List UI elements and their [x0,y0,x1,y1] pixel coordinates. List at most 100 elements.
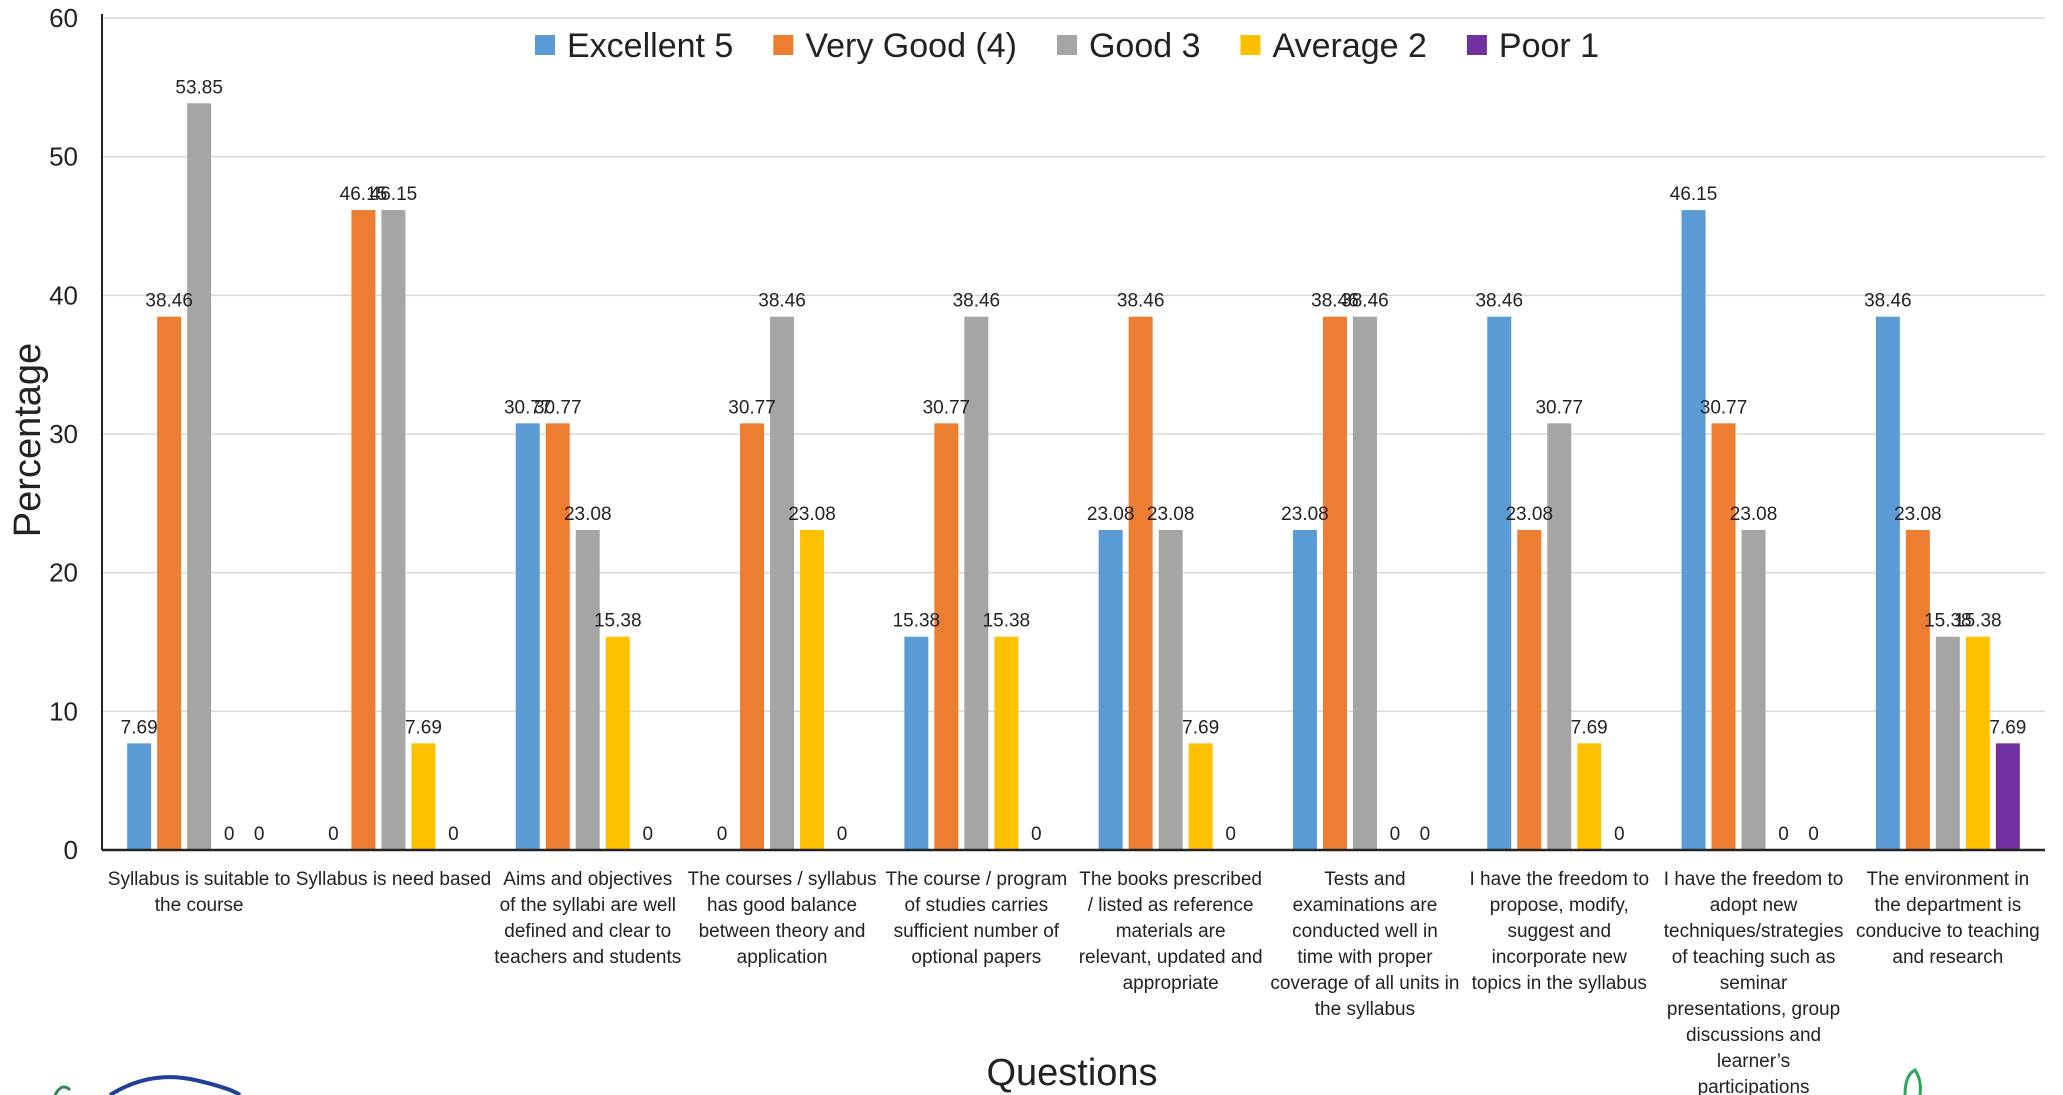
legend-swatch [773,35,794,55]
data-label: 30.77 [534,397,582,418]
x-category-label: The course / program of studies carries su… [886,869,1068,968]
data-label: 38.46 [1117,291,1165,312]
bar [904,636,929,850]
y-tick-label: 0 [64,835,78,865]
y-tick-label: 20 [49,558,78,588]
bar [1487,316,1512,850]
data-label: 38.46 [1475,291,1523,312]
data-label: 23.08 [1730,504,1778,525]
data-label: 38.46 [1864,291,1912,312]
data-label: 0 [1778,824,1789,845]
data-label: 0 [1390,824,1401,845]
bar [1935,636,1960,850]
bar [1292,529,1317,850]
data-label: 0 [1420,824,1431,845]
data-label: 7.69 [1182,717,1219,738]
data-label: 0 [1031,824,1042,845]
bar [127,743,152,850]
bar [381,210,406,850]
bar [994,636,1019,850]
bar [934,423,959,850]
bar [1711,423,1736,850]
bar [187,103,212,850]
x-category-label: Tests and examinations are conducted well … [1270,869,1459,1020]
y-tick-label: 40 [49,280,78,310]
axes: 0 10 20 30 40 50 60 [49,3,2045,865]
data-label: 15.38 [983,611,1031,632]
x-category-label: Aims and objectives of the syllabi are we… [494,869,681,968]
data-label: 23.08 [1087,504,1135,525]
data-label: 38.46 [1341,291,1389,312]
data-label: 7.69 [121,717,158,738]
bar [515,423,540,850]
leaf-logo-icon [1903,1068,1922,1095]
data-label: 30.77 [1700,397,1748,418]
data-label: 46.15 [370,184,418,205]
bar [545,423,570,850]
legend-label: Excellent 5 [567,27,733,65]
data-label: 23.08 [564,504,612,525]
data-label: 30.77 [923,397,971,418]
data-label: 23.08 [1505,504,1553,525]
data-label: 0 [224,824,235,845]
bar [1547,423,1572,850]
data-label: 0 [837,824,848,845]
bar [1158,529,1183,850]
data-label: 15.38 [1924,611,1972,632]
bar [1352,316,1377,850]
bar [1098,529,1123,850]
legend-swatch [535,35,555,55]
legend-swatch [1056,35,1077,55]
y-tick-label: 50 [49,142,78,172]
data-label: 46.15 [340,184,388,205]
logo-seal-icon [53,1075,242,1095]
bar [1995,743,2020,850]
bar [1741,529,1766,850]
data-label: 7.69 [1989,717,2026,738]
bar [351,210,376,850]
data-label: 38.46 [758,291,806,312]
bar [1681,210,1706,850]
data-label: 30.77 [1535,397,1583,418]
bar [740,423,765,850]
x-category-label: Syllabus is need based [296,869,491,890]
data-label: 46.15 [1670,184,1718,205]
bar [1188,743,1213,850]
data-label: 0 [1808,824,1819,845]
data-label: 15.38 [1954,611,2002,632]
x-category-label: I have the freedom to adopt new techniques… [1664,869,1844,1095]
x-category-label: Syllabus is suitable to the course [108,869,291,916]
y-tick-label: 30 [49,419,78,449]
bar [1905,529,1930,850]
bar [411,743,436,850]
category-labels: Syllabus is suitable to the courseSyllabu… [108,869,2040,1095]
data-label: 0 [642,824,653,845]
legend-label: Very Good (4) [805,27,1017,65]
data-label: 15.38 [893,611,941,632]
x-category-label: The books prescribed / listed as referenc… [1079,869,1263,994]
data-label: 53.85 [175,77,223,98]
data-label: 0 [328,824,339,845]
data-label: 23.08 [788,504,836,525]
data-label: 38.46 [1311,291,1359,312]
y-tick-label: 60 [49,3,78,33]
x-category-label: I have the freedom to propose, modify, sug… [1469,869,1649,994]
legend-label: Poor 1 [1499,27,1599,65]
data-label: 0 [717,824,728,845]
data-label: 0 [448,824,459,845]
y-tick-label: 10 [49,696,78,726]
bar [1965,636,1990,850]
bar [1322,316,1347,850]
data-label: 0 [1225,824,1236,845]
data-label: 0 [1614,824,1625,845]
data-label: 23.08 [1894,504,1942,525]
data-label: 38.46 [953,291,1001,312]
bar [800,529,825,850]
bar [1128,316,1153,850]
data-label: 38.46 [145,291,193,312]
bar [1875,316,1900,850]
legend-label: Good 3 [1089,27,1201,65]
data-label: 15.38 [594,611,642,632]
